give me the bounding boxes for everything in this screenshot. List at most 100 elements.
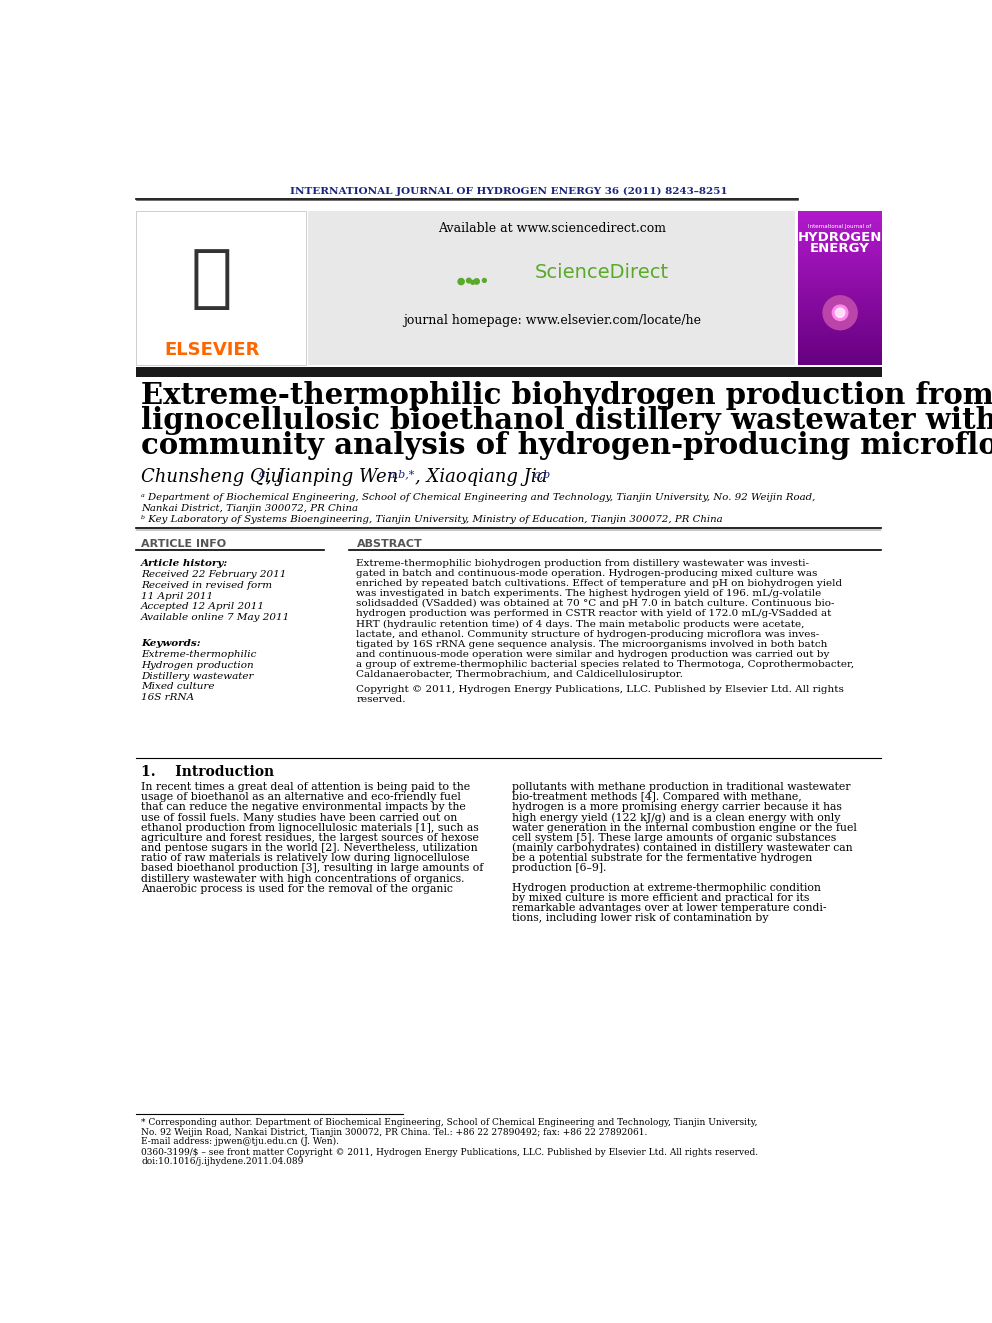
FancyBboxPatch shape [309,212,796,365]
FancyBboxPatch shape [799,340,882,343]
FancyBboxPatch shape [799,284,882,287]
FancyBboxPatch shape [799,218,882,221]
FancyBboxPatch shape [799,307,882,308]
FancyBboxPatch shape [799,348,882,349]
FancyBboxPatch shape [799,291,882,292]
FancyBboxPatch shape [799,329,882,331]
FancyBboxPatch shape [799,250,882,251]
FancyBboxPatch shape [799,363,882,364]
Text: lactate, and ethanol. Community structure of hydrogen-producing microflora was i: lactate, and ethanol. Community structur… [356,630,819,639]
Text: ENERGY: ENERGY [810,242,870,254]
FancyBboxPatch shape [799,251,882,253]
FancyBboxPatch shape [799,343,882,344]
FancyBboxPatch shape [799,364,882,365]
FancyBboxPatch shape [799,302,882,303]
FancyBboxPatch shape [799,349,882,352]
Text: ᵃ Department of Biochemical Engineering, School of Chemical Engineering and Tech: ᵃ Department of Biochemical Engineering,… [141,493,815,501]
FancyBboxPatch shape [799,273,882,274]
Text: 🌲: 🌲 [190,245,232,312]
FancyBboxPatch shape [799,254,882,255]
FancyBboxPatch shape [799,337,882,339]
FancyBboxPatch shape [799,226,882,228]
Text: and continuous-mode operation were similar and hydrogen production was carried o: and continuous-mode operation were simil… [356,650,830,659]
FancyBboxPatch shape [799,318,882,319]
Circle shape [823,296,857,329]
Circle shape [835,308,845,318]
FancyBboxPatch shape [799,333,882,335]
Text: Extreme-thermophilic: Extreme-thermophilic [141,650,256,659]
Text: Received in revised form: Received in revised form [141,581,272,590]
Text: solidsadded (VSadded) was obtained at 70 °C and pH 7.0 in batch culture. Continu: solidsadded (VSadded) was obtained at 70… [356,599,835,609]
Text: ratio of raw materials is relatively low during lignocellulose: ratio of raw materials is relatively low… [141,853,469,863]
Text: enriched by repeated batch cultivations. Effect of temperature and pH on biohydr: enriched by repeated batch cultivations.… [356,579,842,587]
FancyBboxPatch shape [799,263,882,265]
Circle shape [482,279,486,282]
Text: hydrogen is a more promising energy carrier because it has: hydrogen is a more promising energy carr… [512,803,841,812]
FancyBboxPatch shape [799,255,882,257]
Text: International Journal of: International Journal of [808,224,872,229]
FancyBboxPatch shape [799,241,882,242]
Text: INTERNATIONAL JOURNAL OF HYDROGEN ENERGY 36 (2011) 8243–8251: INTERNATIONAL JOURNAL OF HYDROGEN ENERGY… [290,187,727,196]
FancyBboxPatch shape [799,245,882,246]
Text: based bioethanol production [3], resulting in large amounts of: based bioethanol production [3], resulti… [141,864,483,873]
Text: Hydrogen production: Hydrogen production [141,662,254,669]
FancyBboxPatch shape [799,230,882,232]
FancyBboxPatch shape [799,233,882,234]
Text: doi:10.1016/j.ijhydene.2011.04.089: doi:10.1016/j.ijhydene.2011.04.089 [141,1156,304,1166]
Text: Received 22 February 2011: Received 22 February 2011 [141,570,287,579]
FancyBboxPatch shape [799,224,882,225]
Text: production [6–9].: production [6–9]. [512,864,606,873]
FancyBboxPatch shape [799,266,882,269]
FancyBboxPatch shape [799,246,882,249]
FancyBboxPatch shape [799,261,882,262]
FancyBboxPatch shape [799,328,882,329]
FancyBboxPatch shape [799,225,882,226]
Text: remarkable advantages over at lower temperature condi-: remarkable advantages over at lower temp… [512,904,826,913]
Text: ARTICLE INFO: ARTICLE INFO [141,538,226,549]
Text: Extreme-thermophilic biohydrogen production from: Extreme-thermophilic biohydrogen product… [141,381,992,410]
FancyBboxPatch shape [799,298,882,299]
Text: 1.    Introduction: 1. Introduction [141,765,274,779]
Text: Chunsheng Qiu: Chunsheng Qiu [141,468,282,486]
Text: a: a [259,470,266,479]
Text: Anaerobic process is used for the removal of the organic: Anaerobic process is used for the remova… [141,884,453,894]
FancyBboxPatch shape [799,299,882,300]
FancyBboxPatch shape [799,279,882,280]
FancyBboxPatch shape [799,265,882,266]
Text: ethanol production from lignocellulosic materials [1], such as: ethanol production from lignocellulosic … [141,823,479,832]
FancyBboxPatch shape [799,282,882,283]
FancyBboxPatch shape [799,320,882,321]
FancyBboxPatch shape [799,319,882,320]
Text: by mixed culture is more efficient and practical for its: by mixed culture is more efficient and p… [512,893,808,904]
FancyBboxPatch shape [799,360,882,363]
Circle shape [832,306,848,320]
FancyBboxPatch shape [799,269,882,270]
Text: Hydrogen production at extreme-thermophilic condition: Hydrogen production at extreme-thermophi… [512,882,820,893]
FancyBboxPatch shape [799,278,882,279]
Text: community analysis of hydrogen-producing microflora: community analysis of hydrogen-producing… [141,431,992,459]
FancyBboxPatch shape [799,359,882,360]
FancyBboxPatch shape [799,221,882,222]
FancyBboxPatch shape [799,316,882,318]
FancyBboxPatch shape [799,327,882,328]
Text: use of fossil fuels. Many studies have been carried out on: use of fossil fuels. Many studies have b… [141,812,457,823]
FancyBboxPatch shape [799,257,882,259]
Text: and pentose sugars in the world [2]. Nevertheless, utilization: and pentose sugars in the world [2]. Nev… [141,843,478,853]
Text: Nankai District, Tianjin 300072, PR China: Nankai District, Tianjin 300072, PR Chin… [141,504,358,513]
FancyBboxPatch shape [799,331,882,333]
FancyBboxPatch shape [799,303,882,306]
Circle shape [466,278,471,283]
FancyBboxPatch shape [799,306,882,307]
FancyBboxPatch shape [799,356,882,357]
Text: Article history:: Article history: [141,558,228,568]
Text: Copyright © 2011, Hydrogen Energy Publications, LLC. Published by Elsevier Ltd. : Copyright © 2011, Hydrogen Energy Public… [356,685,844,695]
Circle shape [474,279,479,284]
Text: No. 92 Weijin Road, Nankai District, Tianjin 300072, PR China. Tel.: +86 22 2789: No. 92 Weijin Road, Nankai District, Tia… [141,1127,648,1136]
FancyBboxPatch shape [799,353,882,355]
Text: agriculture and forest residues, the largest sources of hexose: agriculture and forest residues, the lar… [141,833,479,843]
FancyBboxPatch shape [799,296,882,298]
Text: hydrogen production was performed in CSTR reactor with yield of 172.0 mL/g-VSadd: hydrogen production was performed in CST… [356,610,832,618]
FancyBboxPatch shape [799,212,882,365]
FancyBboxPatch shape [799,292,882,294]
Text: was investigated in batch experiments. The highest hydrogen yield of 196. mL/g-v: was investigated in batch experiments. T… [356,589,821,598]
